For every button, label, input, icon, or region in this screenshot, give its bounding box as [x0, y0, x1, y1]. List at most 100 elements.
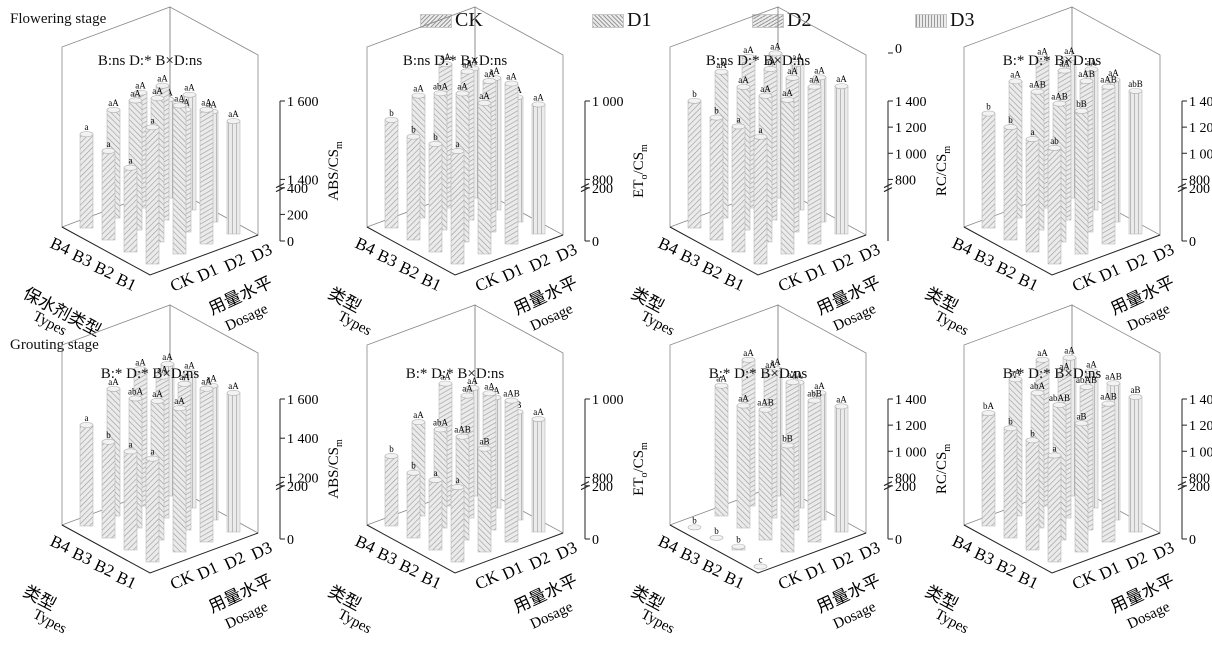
bar-top	[1031, 390, 1044, 395]
bar-letter-label: aA	[809, 75, 820, 85]
bar: abB	[1128, 79, 1143, 234]
bar-body	[715, 386, 728, 516]
bar-letter-label: aA	[770, 41, 781, 51]
bar-top	[505, 398, 518, 403]
bar: b	[710, 106, 723, 240]
bar-top	[1053, 101, 1066, 106]
bar-letter-label: b	[1030, 428, 1035, 438]
bar-letter-label: aA	[1010, 69, 1021, 79]
z-category-label: B3	[69, 543, 95, 569]
bar-body	[759, 410, 772, 540]
z-category-label: B2	[91, 257, 117, 283]
value-tick-label: 0	[287, 533, 294, 548]
x-category-label: D2	[829, 548, 856, 574]
bar-body	[1102, 404, 1115, 542]
x-category-label: D1	[802, 260, 829, 286]
bar-letter-label: aAB	[1100, 392, 1117, 402]
bar-letter-label: aAB	[1100, 75, 1117, 85]
legend-swatch-d1	[592, 14, 624, 28]
bar-top	[146, 125, 159, 130]
bar-letter-label: a	[85, 413, 89, 423]
bar-letter-label: aA	[130, 88, 141, 98]
bar-letter-label: aA	[484, 69, 495, 79]
bar-top	[1053, 402, 1066, 407]
bar-letter-label: aA	[738, 394, 749, 404]
bar: a	[80, 413, 93, 526]
bar-top	[456, 434, 469, 439]
bar-letter-label: aA	[152, 389, 163, 399]
z-category-label: B2	[396, 555, 422, 581]
value-tick-label: 1 200	[1189, 419, 1212, 434]
bar: b	[1026, 428, 1039, 550]
bar-letter-label: aA	[462, 384, 473, 394]
x-category-label: D1	[194, 260, 221, 286]
x-category-label: D2	[1123, 250, 1150, 276]
bar-top	[124, 449, 137, 454]
bar-body	[835, 86, 848, 234]
bar: b	[688, 89, 701, 228]
bar-top	[107, 386, 120, 391]
bar-letter-label: aA	[174, 93, 185, 103]
bar: a	[732, 114, 745, 252]
bar-top	[1048, 145, 1061, 150]
bar-body	[227, 393, 240, 532]
bar-letter-label: abA	[433, 417, 448, 427]
bar-letter-label: aA	[506, 72, 517, 82]
bar-top	[505, 81, 518, 86]
bar-body	[737, 406, 750, 528]
significance-label: B:ns D:* B×D:ns	[305, 53, 605, 70]
significance-label: B:ns D:* B×D:ns	[608, 53, 908, 70]
bar-top	[732, 544, 745, 549]
bar: c	[754, 555, 767, 570]
bar-letter-label: bA	[983, 401, 995, 411]
bar-letter-label: aA	[479, 91, 490, 101]
bar: a	[124, 156, 137, 252]
x-category-label: D3	[248, 538, 275, 564]
bar-body	[532, 419, 545, 532]
bar-top	[1004, 125, 1017, 130]
bar-top	[737, 403, 750, 408]
bar-top	[759, 93, 772, 98]
significance-label: B:ns D:* B×D:ns	[0, 53, 300, 70]
bar-body	[173, 408, 186, 552]
bar-letter-label: abB	[1128, 79, 1143, 89]
bar: b	[1004, 416, 1017, 538]
bar: aA	[173, 93, 186, 254]
bar-top	[1129, 88, 1142, 93]
bar: b	[407, 461, 420, 538]
bar: aA	[532, 407, 545, 532]
bar-body	[385, 120, 398, 228]
bar-body	[781, 100, 794, 254]
z-category-label: B1	[418, 567, 444, 593]
bar-letter-label: a	[151, 115, 155, 125]
bar: aB	[1129, 385, 1142, 532]
z-category-label: B1	[1015, 269, 1041, 295]
bar-top	[759, 407, 772, 412]
bar-letter-label: a	[85, 122, 89, 132]
bar: aA	[505, 72, 518, 244]
bar: b	[1004, 115, 1017, 240]
bar-body	[102, 151, 115, 240]
z-category-label: B1	[113, 567, 139, 593]
bar-body	[102, 442, 115, 538]
legend-item-ck: CK	[420, 9, 483, 32]
bar-top	[781, 97, 794, 102]
z-category-label: B2	[699, 555, 725, 581]
bar-letter-label: aAB	[1051, 92, 1068, 102]
bar: aB	[1075, 411, 1088, 552]
significance-label: B:* D:* B×D:ns	[902, 53, 1202, 70]
value-tick-label: 0	[1189, 533, 1196, 548]
bar-body	[80, 134, 93, 228]
bar-top	[483, 78, 496, 83]
bar-top	[732, 124, 745, 129]
bar-top	[1026, 438, 1039, 443]
bar-letter-label: a	[129, 156, 133, 166]
x-category-label: D3	[856, 538, 883, 564]
